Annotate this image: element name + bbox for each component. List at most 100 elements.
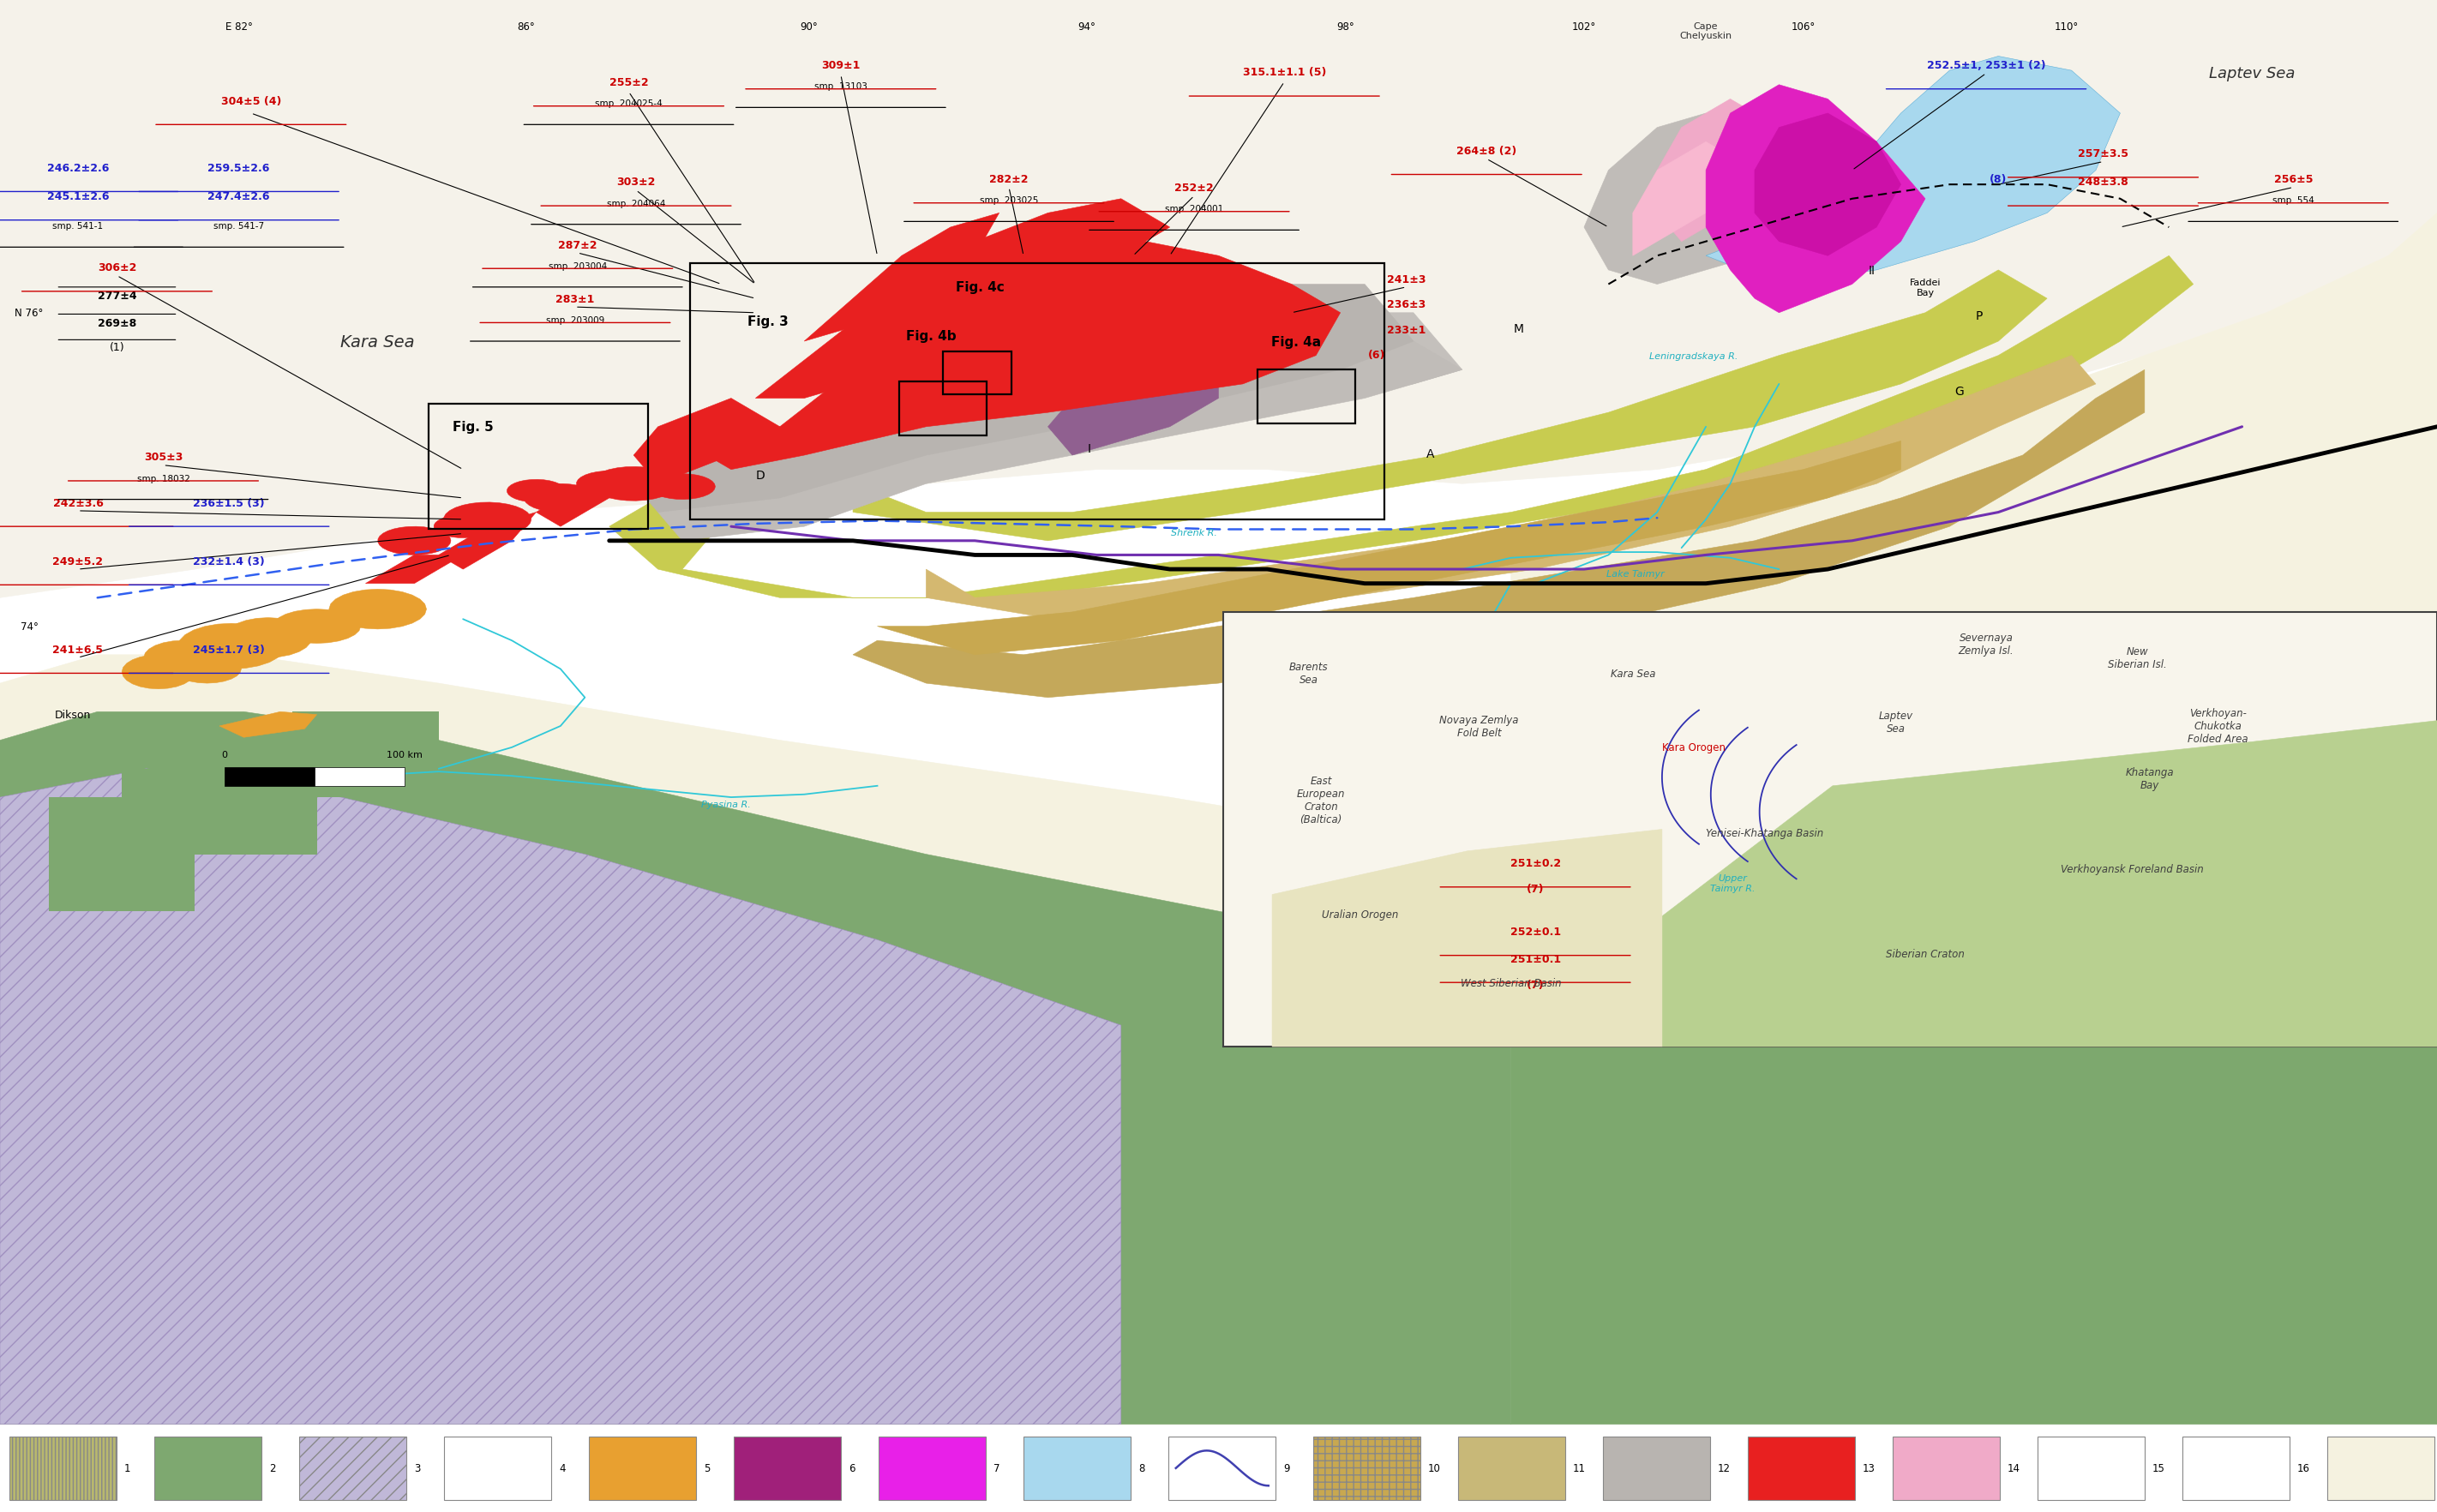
Polygon shape: [1706, 86, 1925, 313]
Polygon shape: [1272, 830, 1662, 1046]
Text: 245.1±2.6: 245.1±2.6: [46, 191, 110, 203]
Bar: [195, 726, 366, 798]
Text: 257±3.5: 257±3.5: [2079, 148, 2128, 160]
Text: 247.4±2.6: 247.4±2.6: [207, 191, 271, 203]
Text: Kara Sea: Kara Sea: [341, 334, 414, 349]
Bar: [899, 381, 987, 435]
Polygon shape: [0, 655, 1511, 1424]
Polygon shape: [651, 475, 716, 500]
Text: 315.1±1.1 (5): 315.1±1.1 (5): [1243, 67, 1326, 79]
Text: 236±3: 236±3: [1387, 299, 1426, 310]
Text: Kara Sea: Kara Sea: [1611, 668, 1655, 679]
Text: Leningradskaya R.: Leningradskaya R.: [1650, 352, 1738, 360]
Polygon shape: [536, 470, 634, 528]
Text: 106°: 106°: [1791, 21, 1816, 33]
Polygon shape: [609, 257, 2193, 599]
Text: M: M: [1513, 324, 1523, 336]
Text: 98°: 98°: [1335, 21, 1355, 33]
Text: 252±2: 252±2: [1175, 183, 1214, 194]
Bar: [314, 768, 405, 786]
Bar: [1024, 1436, 1131, 1500]
Bar: [154, 1436, 261, 1500]
Text: A: A: [1426, 449, 1435, 460]
Polygon shape: [1511, 641, 2437, 1424]
Text: (8): (8): [1989, 174, 2008, 184]
Text: smp. 18032: smp. 18032: [136, 475, 190, 482]
Text: 241±6.5: 241±6.5: [54, 644, 102, 655]
Text: 233±1: 233±1: [1387, 325, 1426, 336]
Text: smp. 541-7: smp. 541-7: [214, 222, 263, 231]
Polygon shape: [1633, 142, 1755, 257]
Text: 269±8: 269±8: [97, 318, 136, 330]
Text: Upper
Taimyr R.: Upper Taimyr R.: [1711, 874, 1755, 892]
Text: 251±0.1: 251±0.1: [1511, 953, 1560, 965]
Text: 251±0.2: 251±0.2: [1511, 857, 1560, 869]
Text: 6: 6: [848, 1462, 855, 1474]
Bar: [2037, 1436, 2145, 1500]
Text: Fig. 4a: Fig. 4a: [1272, 336, 1321, 348]
Text: Verkhoyansk Foreland Basin: Verkhoyansk Foreland Basin: [2062, 863, 2203, 874]
Text: (7): (7): [1526, 978, 1545, 990]
Text: 94°: 94°: [1077, 21, 1097, 33]
Polygon shape: [329, 590, 426, 629]
Text: 74°: 74°: [19, 621, 39, 632]
Text: smp. 204064: smp. 204064: [607, 200, 665, 209]
Text: 12: 12: [1718, 1462, 1730, 1474]
Text: Laptev
Sea: Laptev Sea: [1879, 711, 1913, 735]
Text: 232±1.4 (3): 232±1.4 (3): [193, 556, 266, 567]
Polygon shape: [0, 770, 1121, 1424]
Text: Fig. 4b: Fig. 4b: [907, 330, 955, 343]
Text: Khatanga
Bay: Khatanga Bay: [2125, 767, 2174, 791]
Text: Dikson: Dikson: [56, 709, 90, 721]
Text: (6): (6): [1367, 349, 1387, 360]
Text: East
European
Craton
(Baltica): East European Craton (Baltica): [1296, 776, 1345, 826]
Text: 10: 10: [1428, 1462, 1440, 1474]
Text: 15: 15: [2152, 1462, 2164, 1474]
Polygon shape: [1662, 721, 2437, 1046]
Text: smp. 204025-4: smp. 204025-4: [595, 100, 663, 109]
Text: 282±2: 282±2: [989, 174, 1028, 184]
Polygon shape: [804, 213, 999, 342]
Polygon shape: [173, 655, 241, 683]
Bar: [2327, 1436, 2435, 1500]
Text: Kara Orogen: Kara Orogen: [1662, 742, 1725, 753]
Text: smp. 204001: smp. 204001: [1165, 206, 1223, 213]
Polygon shape: [0, 712, 1511, 1424]
Bar: [1314, 1436, 1421, 1500]
Bar: [444, 1436, 551, 1500]
Text: smp. 541-1: smp. 541-1: [54, 222, 102, 231]
Polygon shape: [439, 513, 536, 570]
Text: 1: 1: [124, 1462, 132, 1474]
Text: Cape
Chelyuskin: Cape Chelyuskin: [1679, 23, 1733, 41]
Text: Fig. 3: Fig. 3: [748, 316, 787, 328]
Text: (7): (7): [1526, 883, 1545, 895]
Text: 14: 14: [2008, 1462, 2020, 1474]
Text: 246.2±2.6: 246.2±2.6: [46, 163, 110, 174]
Polygon shape: [1584, 113, 1803, 284]
Polygon shape: [1048, 342, 1218, 455]
Text: 303±2: 303±2: [617, 177, 656, 187]
Text: 13: 13: [1862, 1462, 1874, 1474]
Bar: [734, 1436, 841, 1500]
Bar: [590, 1436, 697, 1500]
Polygon shape: [144, 641, 222, 676]
Text: Shrenk R.: Shrenk R.: [1172, 528, 1216, 537]
Polygon shape: [1755, 113, 1901, 257]
Text: 90°: 90°: [799, 21, 819, 33]
Text: 110°: 110°: [2054, 21, 2079, 33]
Text: 252.5±1, 253±1 (2): 252.5±1, 253±1 (2): [1928, 60, 2045, 71]
Bar: [1457, 1436, 1565, 1500]
Text: Severnaya
Zemlya Isl.: Severnaya Zemlya Isl.: [1959, 632, 2013, 656]
Text: 86°: 86°: [517, 21, 536, 33]
Text: 2: 2: [268, 1462, 275, 1474]
Text: 242±3.6: 242±3.6: [54, 497, 102, 508]
Text: 236±1.5 (3): 236±1.5 (3): [193, 497, 266, 508]
Polygon shape: [1706, 57, 2120, 284]
Text: G: G: [1954, 386, 1964, 398]
Polygon shape: [658, 342, 1462, 541]
Polygon shape: [707, 242, 1340, 470]
Bar: [943, 352, 1011, 395]
Polygon shape: [178, 624, 285, 670]
Bar: [122, 770, 317, 854]
Text: 252±0.1: 252±0.1: [1511, 925, 1560, 937]
